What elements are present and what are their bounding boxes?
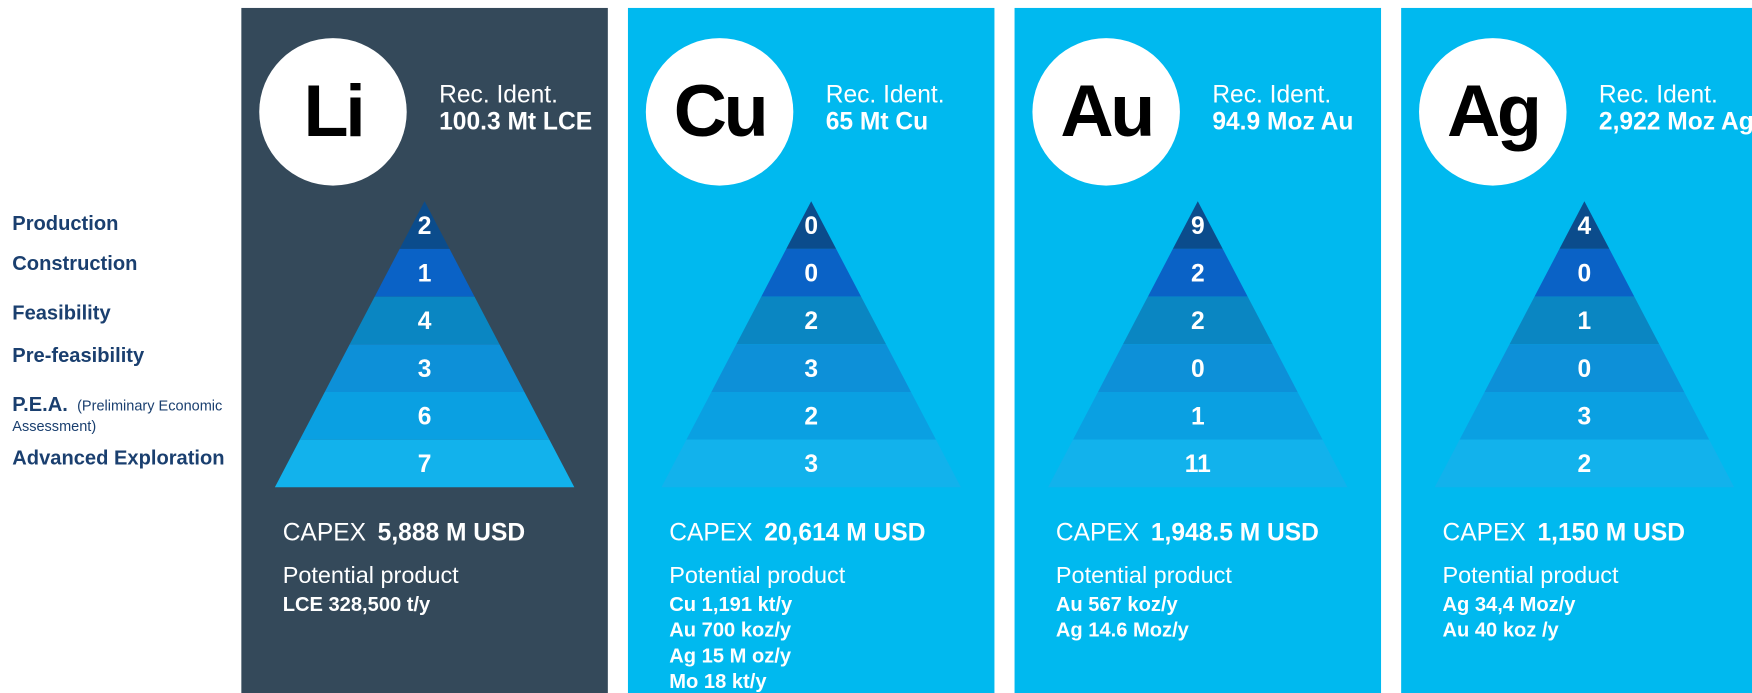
stage-count: 1 [1578, 308, 1592, 335]
pyramid-band [1172, 201, 1223, 249]
rec-label: Rec. Ident. [439, 82, 558, 109]
stage-label: Pre-feasibility [12, 345, 145, 367]
symbol-circle [1032, 38, 1180, 186]
product-label: Potential product [669, 562, 845, 588]
pyramid-band [1147, 248, 1248, 297]
symbol-circle [1419, 38, 1567, 186]
pyramid-band [324, 344, 525, 392]
stage-count: 9 [1191, 213, 1205, 240]
product-label: Potential product [283, 562, 459, 588]
capex: 1,150 M USD [1537, 520, 1685, 547]
stage-count: 3 [418, 356, 432, 383]
rec-label: Rec. Ident. [1212, 82, 1331, 109]
capex-label: CAPEX [669, 520, 752, 547]
product-label: Potential product [1056, 562, 1232, 588]
product: Cu 1,191 kt/y [669, 594, 793, 616]
resource: 65 Mt Cu [826, 109, 928, 136]
stage-count: 2 [804, 404, 818, 431]
stage-count: 6 [418, 404, 432, 431]
pyramid-band [1122, 296, 1273, 345]
stage-count: 2 [1191, 260, 1205, 287]
symbol-circle [645, 38, 794, 186]
product: Ag 34,4 Moz/y [1442, 594, 1576, 616]
pyramid-band [274, 439, 575, 488]
stage-count: 7 [418, 451, 432, 478]
stage-note: (Preliminary Economic [77, 399, 222, 415]
capex-label: CAPEX [1056, 520, 1139, 547]
resource: 94.9 Moz Au [1212, 109, 1353, 136]
stage-count: 2 [418, 213, 432, 240]
stage-label: Advanced Exploration [12, 448, 224, 470]
stage-count: 0 [804, 260, 818, 287]
pyramid-band [299, 391, 550, 440]
pyramid-band [1434, 439, 1735, 488]
stage-count: 0 [1191, 356, 1205, 383]
stage-count: 1 [1191, 404, 1205, 431]
stage-count: 11 [1185, 451, 1211, 478]
product: Au 700 koz/y [669, 620, 792, 642]
stage-count: 2 [804, 308, 818, 335]
pyramid-band [1534, 248, 1635, 297]
stage-count: 0 [804, 213, 818, 240]
pyramid-band [1509, 296, 1660, 345]
rec-label: Rec. Ident. [1599, 82, 1718, 109]
resource: 100.3 Mt LCE [439, 109, 592, 136]
stage-count: 4 [418, 308, 432, 335]
capex-label: CAPEX [283, 520, 366, 547]
stage-count: 3 [804, 356, 818, 383]
stage-count: 3 [804, 451, 818, 478]
product: LCE 328,500 t/y [283, 594, 431, 616]
stage-count: 4 [1578, 213, 1592, 240]
stage-count: 3 [1578, 404, 1592, 431]
stage-label: Production [12, 213, 118, 235]
pyramid-band [736, 296, 887, 345]
symbol-circle [259, 38, 407, 186]
product: Ag 15 M oz/y [669, 645, 792, 667]
symbol: Au [1060, 69, 1152, 152]
pyramid-band [399, 201, 450, 249]
resource: 2,922 Moz Ag [1599, 109, 1752, 136]
capex: 5,888 M USD [378, 520, 526, 547]
product: Au 567 koz/y [1056, 594, 1179, 616]
product-label: Potential product [1442, 562, 1618, 588]
pyramid-band [349, 296, 500, 345]
pyramid-band [1459, 391, 1710, 440]
stage-count: 0 [1578, 260, 1592, 287]
rec-label: Rec. Ident. [826, 82, 945, 109]
stage-label: Feasibility [12, 302, 111, 324]
stage-label: P.E.A. [12, 394, 68, 416]
product: Mo 18 kt/y [669, 671, 767, 693]
symbol: Cu [674, 69, 766, 152]
pyramid-band [1048, 439, 1348, 488]
pyramid-band [1559, 201, 1610, 249]
pyramid-band [374, 248, 475, 297]
stage-label: Construction [12, 253, 137, 275]
stage-note: Assessment) [12, 419, 96, 435]
stage-count: 2 [1578, 451, 1592, 478]
capex: 20,614 M USD [764, 520, 925, 547]
pyramid-band [686, 391, 936, 440]
pyramid-band [786, 201, 837, 249]
pyramid-band [761, 248, 862, 297]
symbol: Li [304, 69, 363, 152]
pyramid-band [711, 344, 912, 392]
stage-count: 2 [1191, 308, 1205, 335]
pyramid-band [1484, 344, 1685, 392]
product: Au 40 koz /y [1442, 620, 1559, 642]
capex-label: CAPEX [1442, 520, 1525, 547]
stage-count: 1 [418, 260, 432, 287]
pyramid-band [1073, 391, 1323, 440]
product: Ag 14.6 Moz/y [1056, 620, 1190, 642]
capex: 1,948.5 M USD [1151, 520, 1319, 547]
pyramid-band [1097, 344, 1298, 392]
stage-count: 0 [1578, 356, 1592, 383]
pyramid-band [661, 439, 961, 488]
symbol: Ag [1447, 69, 1539, 152]
